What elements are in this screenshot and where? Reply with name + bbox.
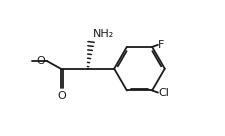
Text: O: O xyxy=(36,56,45,66)
Text: F: F xyxy=(158,40,164,50)
Text: Cl: Cl xyxy=(158,88,169,98)
Text: O: O xyxy=(57,91,66,101)
Text: NH₂: NH₂ xyxy=(93,29,114,39)
